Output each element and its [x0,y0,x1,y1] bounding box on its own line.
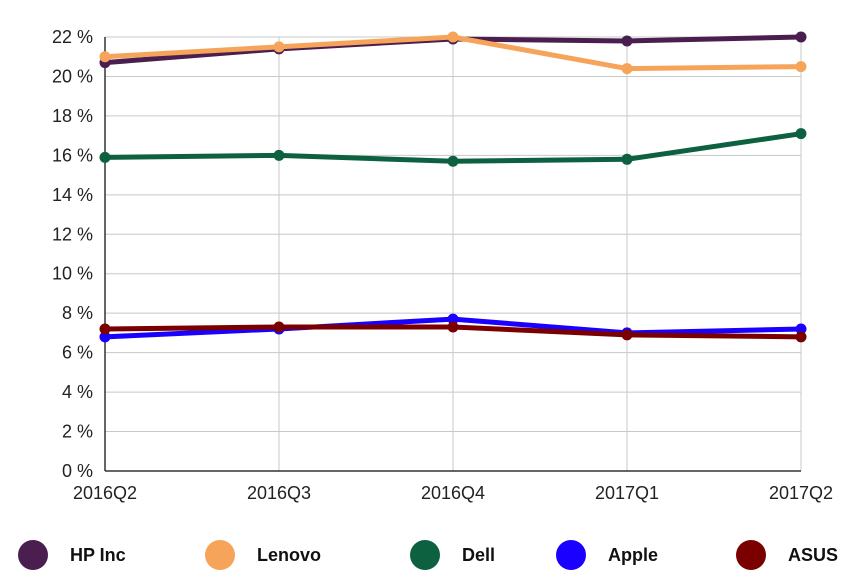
legend-item-hp-inc: HP Inc [18,530,126,580]
x-tick-label: 2016Q3 [247,483,311,503]
data-point-dell [447,155,459,167]
data-point-dell [273,149,285,161]
data-point-apple [795,323,807,335]
legend-item-apple: Apple [556,530,658,580]
data-point-lenovo [447,31,459,43]
data-point-asus [99,323,111,335]
tick-labels: 0 % 2 % 4 % 6 % 8 % 10 % 12 % 14 % 16 % 18 % 20 % 2… [52,27,833,503]
data-point-hp-inc [795,31,807,43]
legend-item-asus: ASUS [736,530,838,580]
axes [104,37,801,472]
data-point-asus [447,321,459,333]
y-tick-label: 4 % [62,382,93,402]
y-tick-label: 12 % [52,224,93,244]
series-dell [99,128,807,167]
data-point-dell [99,151,111,163]
y-tick-label: 14 % [52,185,93,205]
legend-label: Dell [462,544,496,565]
y-tick-label: 20 % [52,66,93,86]
legend-item-lenovo: Lenovo [205,530,321,580]
data-point-lenovo [99,51,111,63]
data-point-lenovo [621,63,633,75]
legend-swatch [556,540,586,570]
y-tick-label: 22 % [52,27,93,47]
x-tick-label: 2017Q1 [595,483,659,503]
data-point-lenovo [273,41,285,53]
y-tick-label: 8 % [62,303,93,323]
y-tick-label: 2 % [62,422,93,442]
data-point-dell [795,128,807,140]
y-tick-label: 16 % [52,145,93,165]
data-point-apple [447,313,459,325]
data-point-dell [621,153,633,165]
legend-swatch [736,540,766,570]
legend-label: Apple [608,544,659,565]
y-tick-label: 0 % [62,461,93,481]
data-point-lenovo [795,61,807,73]
data-point-asus [795,331,807,343]
legend-swatch [410,540,440,570]
data-point-asus [621,329,633,341]
data-point-apple [99,331,111,343]
data-point-asus [273,321,285,333]
series-asus [99,321,807,343]
x-tick-label: 2017Q2 [769,483,833,503]
line-chart: 0 % 2 % 4 % 6 % 8 % 10 % 12 % 14 % 16 % 18 % 20 % 2… [52,27,833,503]
x-tick-label: 2016Q4 [421,483,485,503]
legend-label: ASUS [788,544,839,565]
gridlines [104,36,802,472]
data-point-hp-inc [621,35,633,47]
y-tick-label: 18 % [52,106,93,126]
legend: HP Inc Lenovo Dell Apple ASUS [0,530,859,580]
series-lines [99,31,807,343]
legend-swatch [205,540,235,570]
legend-label: Lenovo [257,544,322,565]
legend-label: HP Inc [70,544,126,565]
y-tick-label: 10 % [52,264,93,284]
x-tick-label: 2016Q2 [73,483,137,503]
series-lenovo [99,31,807,75]
legend-swatch [18,540,48,570]
y-tick-label: 6 % [62,343,93,363]
legend-item-dell: Dell [410,530,495,580]
